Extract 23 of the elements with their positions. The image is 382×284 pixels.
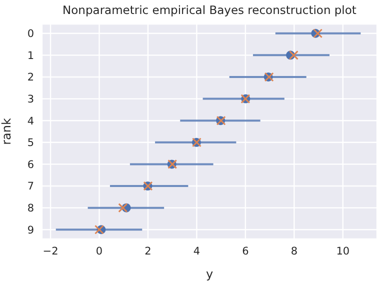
point [288, 50, 298, 60]
y-tick-label: 7 [27, 180, 34, 193]
x-tick-label: 6 [242, 245, 250, 258]
y-tick-label: 1 [27, 50, 34, 62]
y-axis-title: rank [0, 118, 14, 145]
x-tick-label: −2 [42, 245, 58, 258]
y-tick-label: 4 [27, 115, 34, 128]
point [118, 203, 128, 213]
chart-title: Nonparametric empirical Bayes reconstruction plot [62, 3, 358, 17]
y-tick-label: 5 [27, 137, 34, 150]
y-tick-label: 3 [27, 94, 34, 106]
point [313, 28, 323, 38]
y-tick-label: 9 [27, 224, 34, 236]
x-tick-label: 4 [193, 245, 200, 258]
y-tick-label: 8 [27, 202, 34, 215]
x-tick-label: 2 [144, 245, 152, 258]
y-tick-label: 2 [27, 72, 34, 84]
x-axis-title: y [206, 267, 214, 281]
x-tick-label: 8 [290, 245, 298, 258]
y-tick-label: 6 [27, 158, 34, 171]
x-tick-label: 10 [336, 245, 350, 258]
y-tick-label: 0 [27, 28, 34, 40]
x-tick-label: 0 [96, 245, 103, 258]
